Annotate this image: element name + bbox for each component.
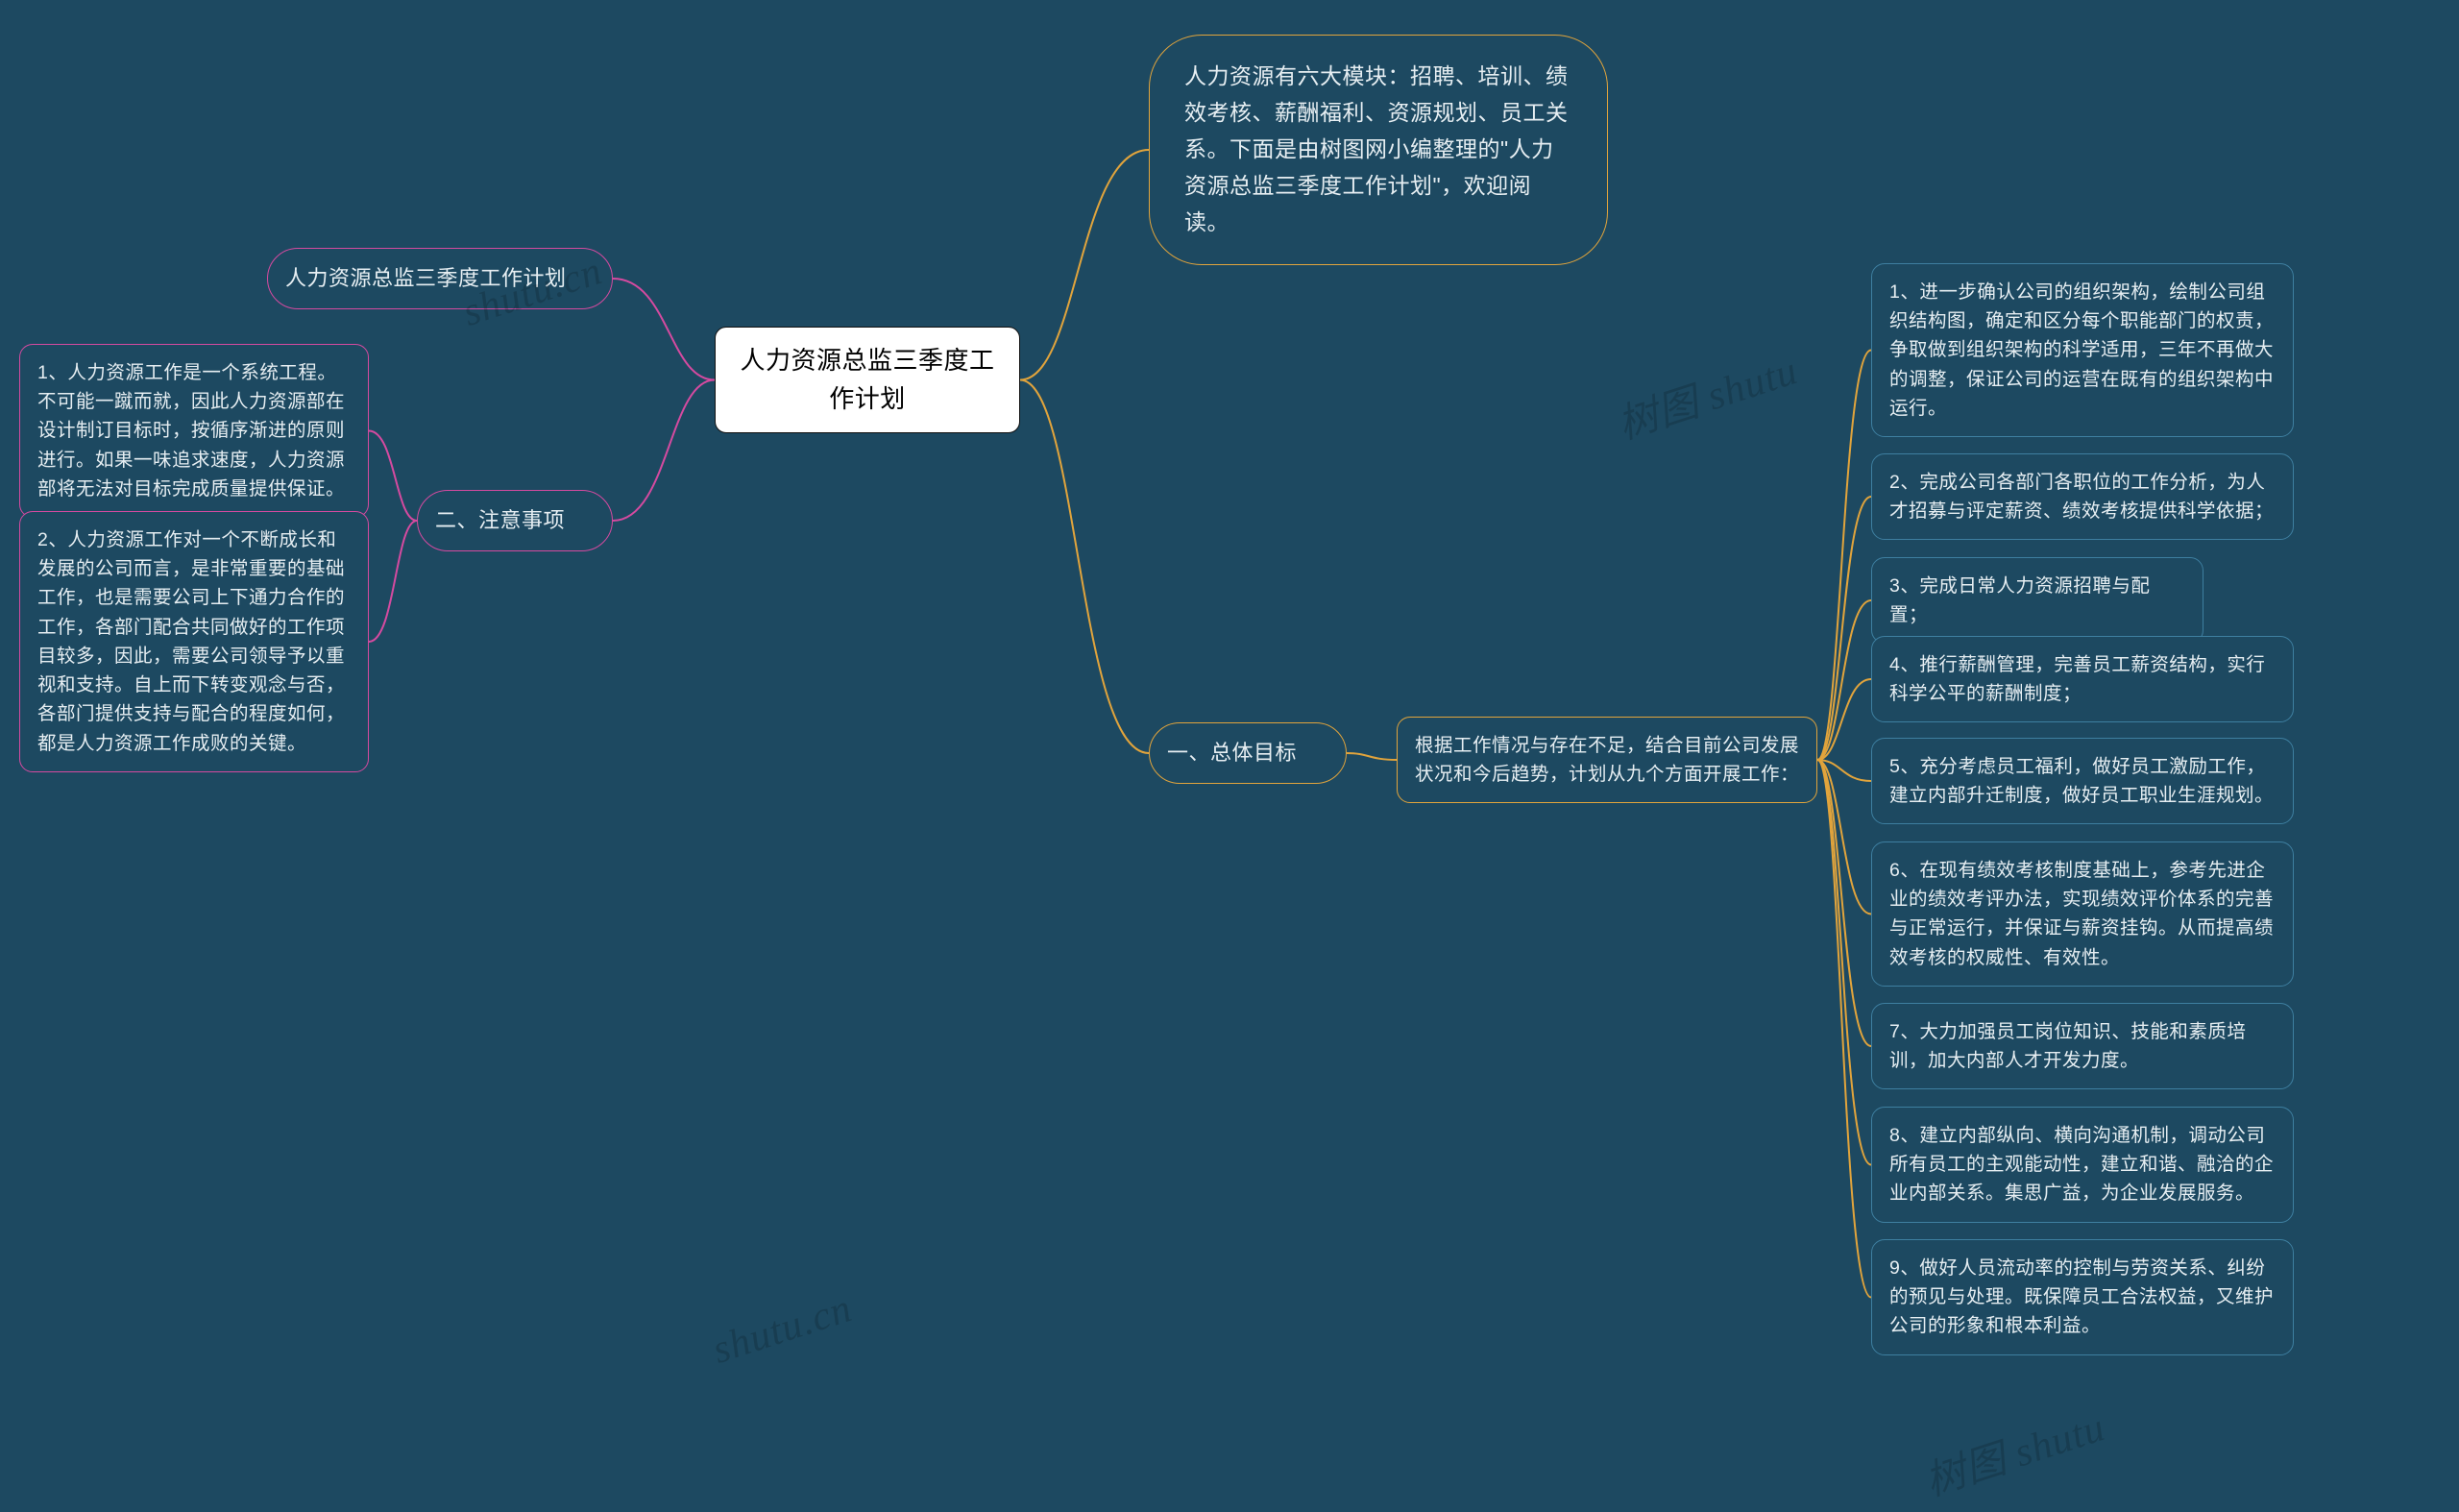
section-1-item: 2、完成公司各部门各职位的工作分析，为人才招募与评定薪资、绩效考核提供科学依据； — [1871, 453, 2294, 540]
section-1-item: 7、大力加强员工岗位知识、技能和素质培训，加大内部人才开发力度。 — [1871, 1003, 2294, 1089]
section-1-item: 9、做好人员流动率的控制与劳资关系、纠纷的预见与处理。既保障员工合法权益，又维护… — [1871, 1239, 2294, 1355]
section-1-item: 8、建立内部纵向、横向沟通机制，调动公司所有员工的主观能动性，建立和谐、融洽的企… — [1871, 1107, 2294, 1223]
intro-node: 人力资源有六大模块：招聘、培训、绩效考核、薪酬福利、资源规划、员工关系。下面是由… — [1149, 35, 1608, 265]
watermark: 树图 shutu — [1609, 338, 1804, 451]
root-node: 人力资源总监三季度工作计划 — [715, 327, 1020, 433]
title-echo-node: 人力资源总监三季度工作计划 — [267, 248, 613, 309]
section-1-item: 6、在现有绩效考核制度基础上，参考先进企业的绩效考评办法，实现绩效评价体系的完善… — [1871, 841, 2294, 987]
watermark: shutu.cn — [707, 1285, 858, 1374]
watermark: 树图 shutu — [1916, 1395, 2111, 1508]
section-1-item: 3、完成日常人力资源招聘与配置； — [1871, 557, 2203, 644]
section-2-node: 二、注意事项 — [417, 490, 613, 551]
section-1-item: 1、进一步确认公司的组织架构，绘制公司组织结构图，确定和区分每个职能部门的权责，… — [1871, 263, 2294, 437]
section-1-node: 一、总体目标 — [1149, 722, 1347, 784]
section-1-summary: 根据工作情况与存在不足，结合目前公司发展状况和今后趋势，计划从九个方面开展工作： — [1397, 717, 1817, 803]
section-2-item: 2、人力资源工作对一个不断成长和发展的公司而言，是非常重要的基础工作，也是需要公… — [19, 511, 369, 772]
mindmap-canvas: 人力资源总监三季度工作计划 人力资源有六大模块：招聘、培训、绩效考核、薪酬福利、… — [0, 0, 2459, 1512]
section-1-item: 5、充分考虑员工福利，做好员工激励工作，建立内部升迁制度，做好员工职业生涯规划。 — [1871, 738, 2294, 824]
section-2-item: 1、人力资源工作是一个系统工程。不可能一蹴而就，因此人力资源部在设计制订目标时，… — [19, 344, 369, 518]
section-1-item: 4、推行薪酬管理，完善员工薪资结构，实行科学公平的薪酬制度； — [1871, 636, 2294, 722]
